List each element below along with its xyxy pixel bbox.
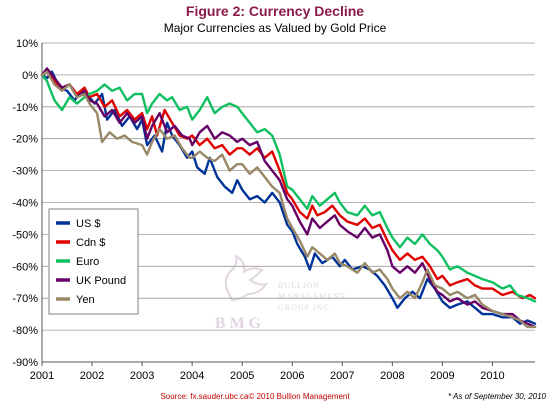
chart-title: Figure 2: Currency Decline (186, 3, 364, 19)
y-tick-label: -20% (12, 134, 38, 146)
watermark-line-2: MANAGEMENT (278, 292, 346, 301)
watermark-line-1: BULLION (278, 281, 320, 290)
legend-label: Cdn $ (76, 237, 105, 249)
y-tick-label: -90% (12, 357, 38, 369)
as-of-note: * As of September 30, 2010 (448, 392, 547, 401)
chart-subtitle: Major Currencies as Valued by Gold Price (164, 21, 387, 35)
legend-label: Yen (76, 294, 95, 306)
legend-label: UK Pound (76, 275, 126, 287)
x-tick-label: 2006 (280, 370, 304, 382)
series-line (40, 70, 537, 329)
y-tick-label: -80% (12, 325, 38, 337)
x-tick-label: 2009 (430, 370, 454, 382)
watermark-initials: BMG (215, 315, 265, 332)
legend: US $ Cdn $ Euro UK Pound Yen (48, 208, 139, 315)
watermark-line-3: GROUP INC. (278, 303, 333, 312)
y-tick-label: 0% (22, 70, 38, 82)
x-tick-label: 2002 (80, 370, 104, 382)
y-tick-label: 10% (16, 38, 38, 50)
x-tick-label: 2004 (180, 370, 204, 382)
source-note: Source: fx.sauder.ubc.ca© 2010 Bullion M… (160, 392, 350, 401)
x-tick-label: 2008 (380, 370, 404, 382)
legend-items: US $ Cdn $ Euro UK Pound Yen (56, 218, 126, 306)
x-tick-label: 2003 (130, 370, 154, 382)
series-layer (40, 67, 537, 329)
x-tick-label: 2005 (230, 370, 254, 382)
watermark-logo: BMG BULLION MANAGEMENT GROUP INC. (215, 253, 346, 332)
griffin-logo-icon (224, 253, 269, 302)
y-tick-label: -60% (12, 261, 38, 273)
series-line (40, 70, 537, 300)
y-tick-label: -50% (12, 229, 38, 241)
x-tick-label: 2010 (480, 370, 504, 382)
legend-label: US $ (76, 218, 100, 230)
y-tick-label: -40% (12, 198, 38, 210)
y-tick-label: -10% (12, 102, 38, 114)
series-line (40, 67, 537, 329)
x-tick-label: 2001 (30, 370, 54, 382)
y-tick-label: -30% (12, 166, 38, 178)
legend-label: Euro (76, 256, 99, 268)
axis-layer: 10% 0% -10% -20% -30% -40% -50% -60% -70% -80% -90… (12, 38, 535, 382)
y-tick-label: -70% (12, 293, 38, 305)
series-line (40, 73, 537, 303)
x-tick-label: 2007 (330, 370, 354, 382)
